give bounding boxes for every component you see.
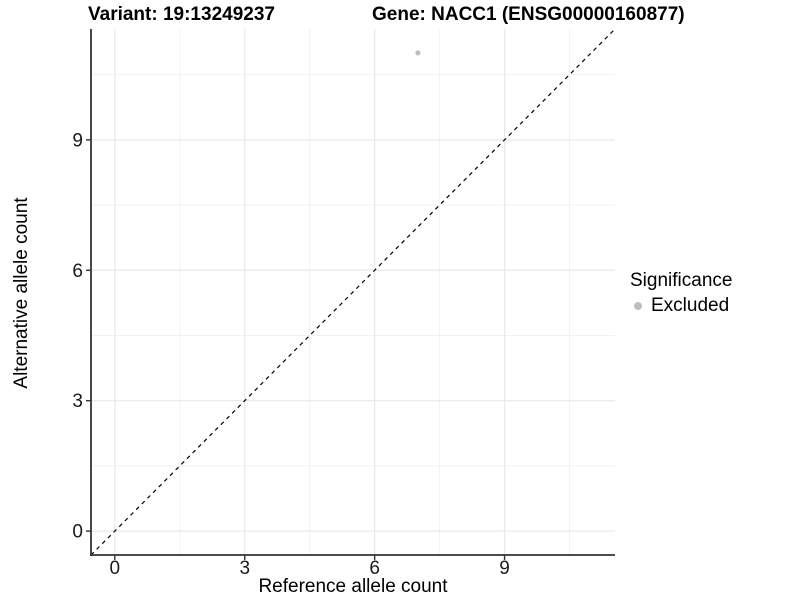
y-tick-label: 0 (72, 522, 83, 543)
legend-item-label: Excluded (651, 294, 730, 316)
x-tick-label: 6 (369, 558, 380, 579)
x-tick-label: 3 (239, 558, 250, 579)
identity-line (90, 28, 616, 556)
y-tick-label: 6 (72, 261, 83, 282)
legend-key-dot-icon (634, 301, 642, 310)
legend: Significance Excluded (630, 270, 732, 317)
legend-title: Significance (630, 270, 733, 291)
plot-title-gene: Gene: NACC1 (ENSG00000160877) (372, 4, 685, 25)
legend-item-excluded: Excluded (630, 295, 732, 317)
data-point (415, 50, 421, 56)
x-tick-label: 9 (499, 558, 510, 579)
plot-title-variant: Variant: 19:13249237 (88, 4, 275, 25)
y-tick-label: 3 (72, 391, 83, 412)
y-tick-label: 9 (72, 130, 83, 151)
x-axis-title: Reference allele count (258, 576, 448, 597)
x-tick-label: 0 (110, 558, 121, 579)
y-axis-title: Alternative allele count (11, 197, 32, 389)
